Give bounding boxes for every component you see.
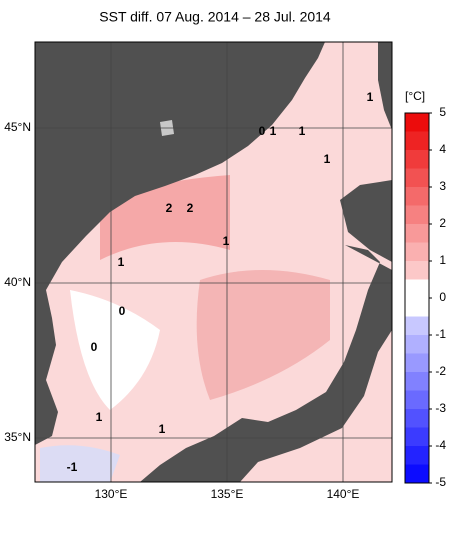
land <box>35 42 325 445</box>
colorbar-tick-label: -5 <box>435 475 446 489</box>
colorbar-band <box>405 464 429 484</box>
contour-label: 1 <box>270 124 277 138</box>
colorbar-tick-label: -4 <box>435 438 446 452</box>
colorbar-band <box>405 205 429 225</box>
colorbar-tick-label: 4 <box>439 142 446 156</box>
colorbar-tick-label: 2 <box>439 216 446 230</box>
contour-label: 1 <box>96 410 103 424</box>
colorbar-tick-label: 0 <box>439 290 446 304</box>
colorbar-tick-label: -1 <box>435 327 446 341</box>
colorbar-band <box>405 427 429 447</box>
contour-label: 0 <box>259 124 266 138</box>
colorbar-band <box>405 335 429 354</box>
contour-label: 1 <box>299 124 306 138</box>
title: SST diff. 07 Aug. 2014 – 28 Jul. 2014 <box>99 9 331 25</box>
contour-label: 2 <box>187 201 194 215</box>
neutral-area <box>70 290 160 410</box>
colorbar-band <box>405 372 429 391</box>
contour-label: 0 <box>91 340 98 354</box>
latitude-label: 45°N <box>4 120 31 134</box>
colorbar-band <box>405 446 429 465</box>
longitude-label: 140°E <box>327 487 360 501</box>
contour-label: 1 <box>223 234 230 248</box>
warm-area <box>196 270 330 400</box>
colorbar-band <box>405 187 429 206</box>
colorbar-band <box>405 279 429 299</box>
map <box>34 41 393 483</box>
colorbar-band <box>405 168 429 188</box>
map-frame <box>34 41 393 483</box>
colorbar-tick-label: 5 <box>439 105 446 119</box>
colorbar-band <box>405 353 429 373</box>
colorbar-band <box>405 131 429 151</box>
longitude-label: 130°E <box>95 487 128 501</box>
colorbar-band <box>405 261 429 280</box>
latitude-label: 40°N <box>4 275 31 289</box>
cool-area <box>40 445 120 482</box>
colorbar-band <box>405 113 429 132</box>
colorbar-tick-label: 1 <box>439 253 446 267</box>
colorbar-unit: [°C] <box>405 89 425 103</box>
contour-label: -1 <box>67 460 78 474</box>
contour-label: 1 <box>159 422 166 436</box>
land <box>340 180 392 262</box>
colorbar-band <box>405 298 429 317</box>
contour-label: 2 <box>166 201 173 215</box>
colorbar-band <box>405 409 429 428</box>
land <box>140 245 392 482</box>
contour-label: 1 <box>324 152 331 166</box>
colorbar-band <box>405 316 429 336</box>
colorbar-band <box>405 390 429 410</box>
land <box>378 42 392 130</box>
colorbar-band <box>405 242 429 262</box>
contour-label: 1 <box>367 90 374 104</box>
colorbar-band <box>405 224 429 243</box>
colorbar-tick-label: -3 <box>435 401 446 415</box>
contour-label: 0 <box>119 304 126 318</box>
latitude-label: 35°N <box>4 430 31 444</box>
colorbar-tick-label: 3 <box>439 179 446 193</box>
contour-label: 1 <box>118 255 125 269</box>
colorbar-band <box>405 150 429 169</box>
longitude-label: 135°E <box>211 487 244 501</box>
colorbar-tick-label: -2 <box>435 364 446 378</box>
